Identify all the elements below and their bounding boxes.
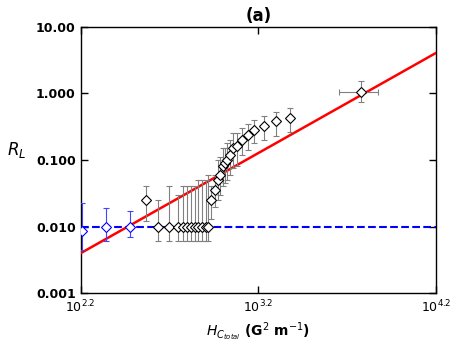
Y-axis label: $R_L$: $R_L$ — [7, 140, 26, 160]
Title: (a): (a) — [245, 7, 271, 25]
X-axis label: $H_{C_{total}}$ (G$^2$ m$^{-1}$): $H_{C_{total}}$ (G$^2$ m$^{-1}$) — [206, 320, 310, 343]
